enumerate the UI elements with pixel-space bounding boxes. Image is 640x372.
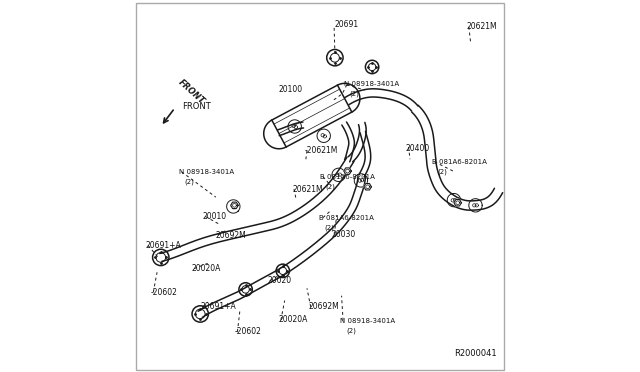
Text: (2): (2) (184, 179, 194, 185)
Text: 20100: 20100 (278, 85, 303, 94)
Text: 20020: 20020 (267, 276, 291, 285)
Text: 20691+A: 20691+A (200, 302, 236, 311)
Text: N 08918-3401A: N 08918-3401A (340, 318, 396, 324)
Text: 20692M: 20692M (215, 231, 246, 240)
Text: -20602: -20602 (151, 288, 178, 296)
Text: 20030: 20030 (331, 230, 355, 239)
Text: 20692M: 20692M (308, 302, 339, 311)
Text: R2000041: R2000041 (454, 349, 497, 358)
Text: 20621M: 20621M (292, 185, 323, 194)
Text: N 08918-3401A: N 08918-3401A (344, 81, 399, 87)
Text: 20010: 20010 (203, 212, 227, 221)
Text: FRONT: FRONT (182, 102, 211, 110)
Text: B 081A6-8201A: B 081A6-8201A (319, 215, 374, 221)
Text: -20602: -20602 (234, 327, 261, 336)
Polygon shape (364, 183, 371, 190)
Text: (2): (2) (325, 224, 335, 231)
Text: FRONT: FRONT (176, 78, 206, 106)
Text: 20691+A: 20691+A (145, 241, 181, 250)
Polygon shape (231, 202, 238, 209)
Text: 20020A: 20020A (278, 315, 308, 324)
Polygon shape (454, 199, 461, 206)
Text: (2): (2) (326, 183, 335, 190)
Text: (2): (2) (437, 169, 447, 175)
Text: 20020A: 20020A (191, 264, 221, 273)
Text: (2): (2) (346, 327, 356, 334)
Text: (2): (2) (349, 90, 360, 97)
Text: B 081A6-8201A: B 081A6-8201A (431, 159, 486, 165)
Text: N 08918-3401A: N 08918-3401A (179, 169, 234, 175)
Text: B 081A6-8201A: B 081A6-8201A (320, 174, 375, 180)
Polygon shape (344, 168, 351, 174)
Text: 20691: 20691 (334, 20, 358, 29)
Text: 20621M: 20621M (467, 22, 497, 31)
Text: 20400: 20400 (406, 144, 430, 153)
Text: -20621M: -20621M (305, 146, 339, 155)
